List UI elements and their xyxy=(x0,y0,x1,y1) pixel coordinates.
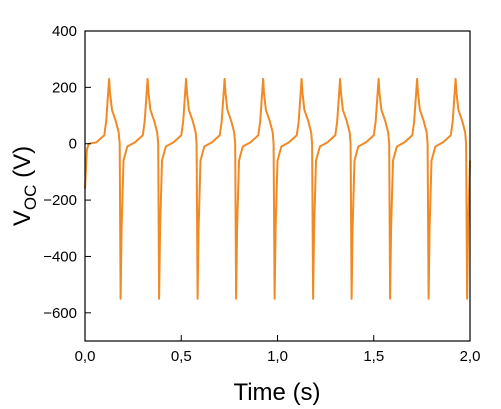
y-tick-label: −400 xyxy=(43,248,77,265)
series-layer xyxy=(84,77,471,300)
x-tick-label: 0,0 xyxy=(75,348,96,365)
y-tick-label: 0 xyxy=(69,136,77,153)
voc-series-line xyxy=(84,77,471,300)
x-tick-label: 0,5 xyxy=(171,348,192,365)
y-tick-label: −600 xyxy=(43,305,77,322)
y-axis-title: VOC (V) xyxy=(9,146,40,226)
x-tick-label: 1,0 xyxy=(267,348,288,365)
y-tick-label: 400 xyxy=(52,23,77,40)
y-tick-label: 200 xyxy=(52,79,77,96)
y-tick-label: −200 xyxy=(43,192,77,209)
y-axis: −600 −400 −200 0 200 400 xyxy=(43,23,91,322)
y-axis-title-subscript: OC xyxy=(21,185,40,211)
x-axis: 0,0 0,5 1,0 1,5 2,0 xyxy=(75,335,481,365)
y-axis-title-main: V xyxy=(9,210,36,226)
x-tick-label: 2,0 xyxy=(460,348,481,365)
x-tick-label: 1,5 xyxy=(363,348,384,365)
y-axis-title-unit: (V) xyxy=(9,146,36,185)
x-axis-title: Time (s) xyxy=(233,379,320,406)
